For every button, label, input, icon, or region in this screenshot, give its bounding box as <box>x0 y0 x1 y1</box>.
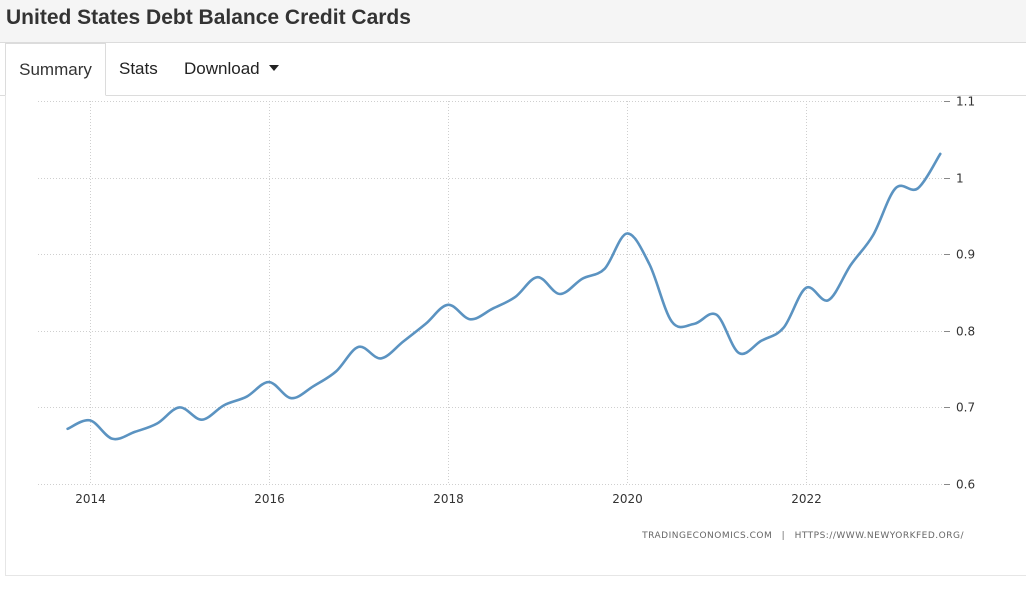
series-line <box>66 152 942 441</box>
y-tick-label: 0.7 <box>956 401 975 415</box>
title-bar: United States Debt Balance Credit Cards <box>0 0 1026 43</box>
source-label: TRADINGECONOMICS.COM | HTTPS://WWW.NEWYO… <box>641 531 964 541</box>
chart-grid <box>38 101 950 485</box>
source-right: HTTPS://WWW.NEWYORKFED.ORG/ <box>795 531 965 541</box>
tab-bar: Summary Stats Download <box>0 43 1026 96</box>
y-tick-label: 0.6 <box>956 478 975 492</box>
y-axis: 0.6 0.7 0.8 0.9 1 1.1 <box>956 95 975 492</box>
y-tick-label: 0.9 <box>956 248 975 262</box>
tab-summary-label: Summary <box>19 60 92 79</box>
y-tick-label: 0.8 <box>956 325 975 339</box>
y-tick-label: 1.1 <box>956 95 975 109</box>
page-title: United States Debt Balance Credit Cards <box>6 6 411 29</box>
tab-summary[interactable]: Summary <box>5 43 106 96</box>
x-tick-label: 2020 <box>612 492 643 506</box>
caret-down-icon <box>268 64 279 71</box>
source-left: TRADINGECONOMICS.COM <box>641 531 772 541</box>
source-separator: | <box>782 531 786 541</box>
x-tick-label: 2014 <box>75 492 106 506</box>
tab-download-label: Download <box>184 59 260 78</box>
x-tick-label: 2022 <box>791 492 822 506</box>
tab-download[interactable]: Download <box>184 43 279 96</box>
x-axis: 2014 2016 2018 2020 2022 <box>75 492 822 506</box>
tab-stats-label: Stats <box>119 59 158 78</box>
tab-stats[interactable]: Stats <box>119 43 158 96</box>
y-tick-label: 1 <box>956 172 964 186</box>
x-tick-label: 2016 <box>254 492 285 506</box>
chart-panel <box>5 95 1026 576</box>
x-tick-label: 2018 <box>433 492 464 506</box>
